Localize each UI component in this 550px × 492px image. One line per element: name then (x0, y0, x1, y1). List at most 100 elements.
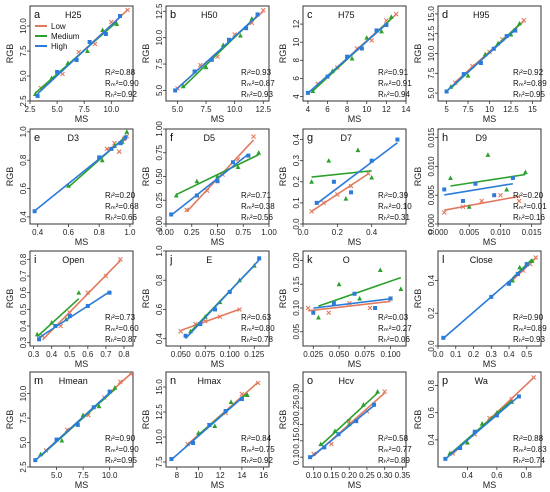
y-tick-label: 8 (292, 58, 301, 63)
y-tick-label: 7.5 (427, 67, 436, 79)
r-squared-stat: Rₘ²=0.90 (105, 79, 139, 88)
data-point-medium (343, 196, 349, 201)
x-tick-label: 8 (175, 471, 180, 480)
data-point-low (521, 17, 527, 23)
x-tick-label: 15 (528, 105, 537, 114)
y-axis-label: RGB (5, 289, 15, 309)
y-tick-label: 2.5 (19, 95, 28, 107)
data-point-high (67, 314, 72, 318)
x-tick-label: 0.6 (491, 471, 503, 480)
x-tick-label: 14 (237, 471, 246, 480)
x-tick-label: 10 (362, 105, 371, 114)
x-tick-label: 7.5 (79, 105, 91, 114)
data-point-high (331, 179, 336, 184)
x-tick-label: 5.0 (52, 105, 64, 114)
data-point-high (359, 46, 364, 51)
y-tick-label: 0.4 (427, 434, 436, 446)
r-squared-stat: Rₕ²=0.66 (105, 213, 137, 222)
x-tick-label: 0.75 (235, 228, 251, 237)
r-squared-stat: Rₕ²=0.92 (105, 90, 137, 99)
data-point-low (85, 290, 91, 296)
x-tick-label: 10.0 (104, 105, 120, 114)
data-point-high (492, 193, 497, 198)
panel-letter: p (442, 375, 448, 387)
r-squared-stat: Rₘ²=0.87 (241, 79, 275, 88)
panel-i: 0.3 0.4 0.5 0.6 0.7 0.8 0.3 0.4 0.5 0.6 0.7 0.8 MS RG… (5, 250, 139, 369)
data-point-low (533, 255, 539, 260)
r-squared-stat: Rₕ²=0.95 (105, 456, 137, 465)
y-axis-label: RGB (5, 410, 15, 430)
x-tick-label: 0.35 (395, 471, 411, 480)
y-tick-label: 1.0 (19, 126, 28, 138)
x-tick-label: 0.6 (63, 228, 75, 237)
data-point-high (169, 457, 174, 461)
x-tick-label: 0.005 (459, 228, 480, 237)
data-point-low (204, 188, 210, 194)
data-point-low (125, 7, 130, 13)
data-point-low (217, 314, 223, 320)
data-point-medium (180, 83, 186, 89)
fit-line-high (37, 16, 121, 95)
data-point-high (85, 304, 90, 308)
r-squared-stat: Rₘ²=0.27 (378, 324, 412, 333)
data-point-medium (228, 399, 234, 404)
data-point-low (531, 375, 537, 380)
panel-letter: b (170, 9, 176, 21)
r-squared-stat: Rₗ²=0.90 (105, 434, 136, 443)
panel-title: D7 (341, 133, 353, 143)
data-point-medium (309, 179, 314, 184)
y-tick-label: 0.10 (292, 449, 301, 465)
data-point-high (443, 456, 448, 461)
y-tick-label: 12.5 (155, 3, 164, 19)
data-point-medium (114, 21, 120, 26)
data-point-high (460, 198, 465, 203)
data-point-low (516, 198, 522, 204)
y-axis-label: RGB (278, 410, 288, 430)
x-tick-label: 0.100 (381, 350, 402, 359)
y-tick-label: 0.5 (19, 303, 28, 315)
r-squared-stat: Rₘ²=0.83 (513, 445, 547, 454)
data-point-medium (100, 27, 106, 32)
data-point-medium (504, 186, 510, 192)
x-tick-label: 1.00 (261, 228, 277, 237)
data-point-high (345, 54, 350, 59)
data-point-high (107, 290, 112, 295)
data-point-medium (237, 32, 243, 38)
panel-title: D5 (204, 133, 216, 143)
y-tick-label: 7.5 (19, 412, 28, 424)
data-point-high (75, 422, 80, 427)
data-point-low (178, 328, 184, 334)
x-axis-label: MS (75, 359, 89, 369)
x-tick-label: 10 (194, 471, 203, 480)
fit-line-low (308, 300, 391, 312)
fit-line-high (185, 259, 260, 340)
data-point-medium (203, 64, 209, 70)
data-point-medium (326, 158, 332, 163)
data-point-high (308, 455, 313, 460)
data-point-low (348, 183, 354, 189)
r-squared-stat: Rₘ²=0.89 (513, 79, 547, 88)
data-point-low (498, 192, 503, 198)
data-point-medium (59, 437, 65, 443)
data-point-high (504, 34, 509, 39)
r-squared-stat: Rₗ²=0.58 (378, 434, 409, 443)
data-point-high (374, 28, 379, 33)
r-squared-stat: Rₗ²=0.73 (105, 313, 136, 322)
y-tick-label: 0.2 (292, 176, 301, 188)
y-tick-label: 0.4 (292, 133, 301, 145)
y-tick-label: 0.1 (292, 197, 301, 209)
data-point-high (37, 337, 42, 342)
y-tick-label: 0.010 (427, 156, 436, 177)
data-point-medium (318, 441, 324, 447)
data-point-high (191, 441, 196, 445)
x-tick-label: 0.00 (158, 228, 174, 237)
x-tick-label: 0.015 (522, 228, 543, 237)
y-tick-label: 0.4 (19, 320, 28, 332)
r-squared-stat: Rₕ²=0.16 (513, 213, 545, 222)
fit-line-high (444, 182, 514, 196)
data-point-low (479, 198, 485, 204)
panel-n: 8 10 12 14 16 7.5 10.0 12.5 15.0 MS RGB n Hmax Rₗ²=0.… (141, 371, 275, 490)
data-point-medium (517, 264, 523, 270)
data-point-medium (517, 20, 522, 26)
r-squared-stat: Rₗ²=0.39 (378, 191, 409, 200)
